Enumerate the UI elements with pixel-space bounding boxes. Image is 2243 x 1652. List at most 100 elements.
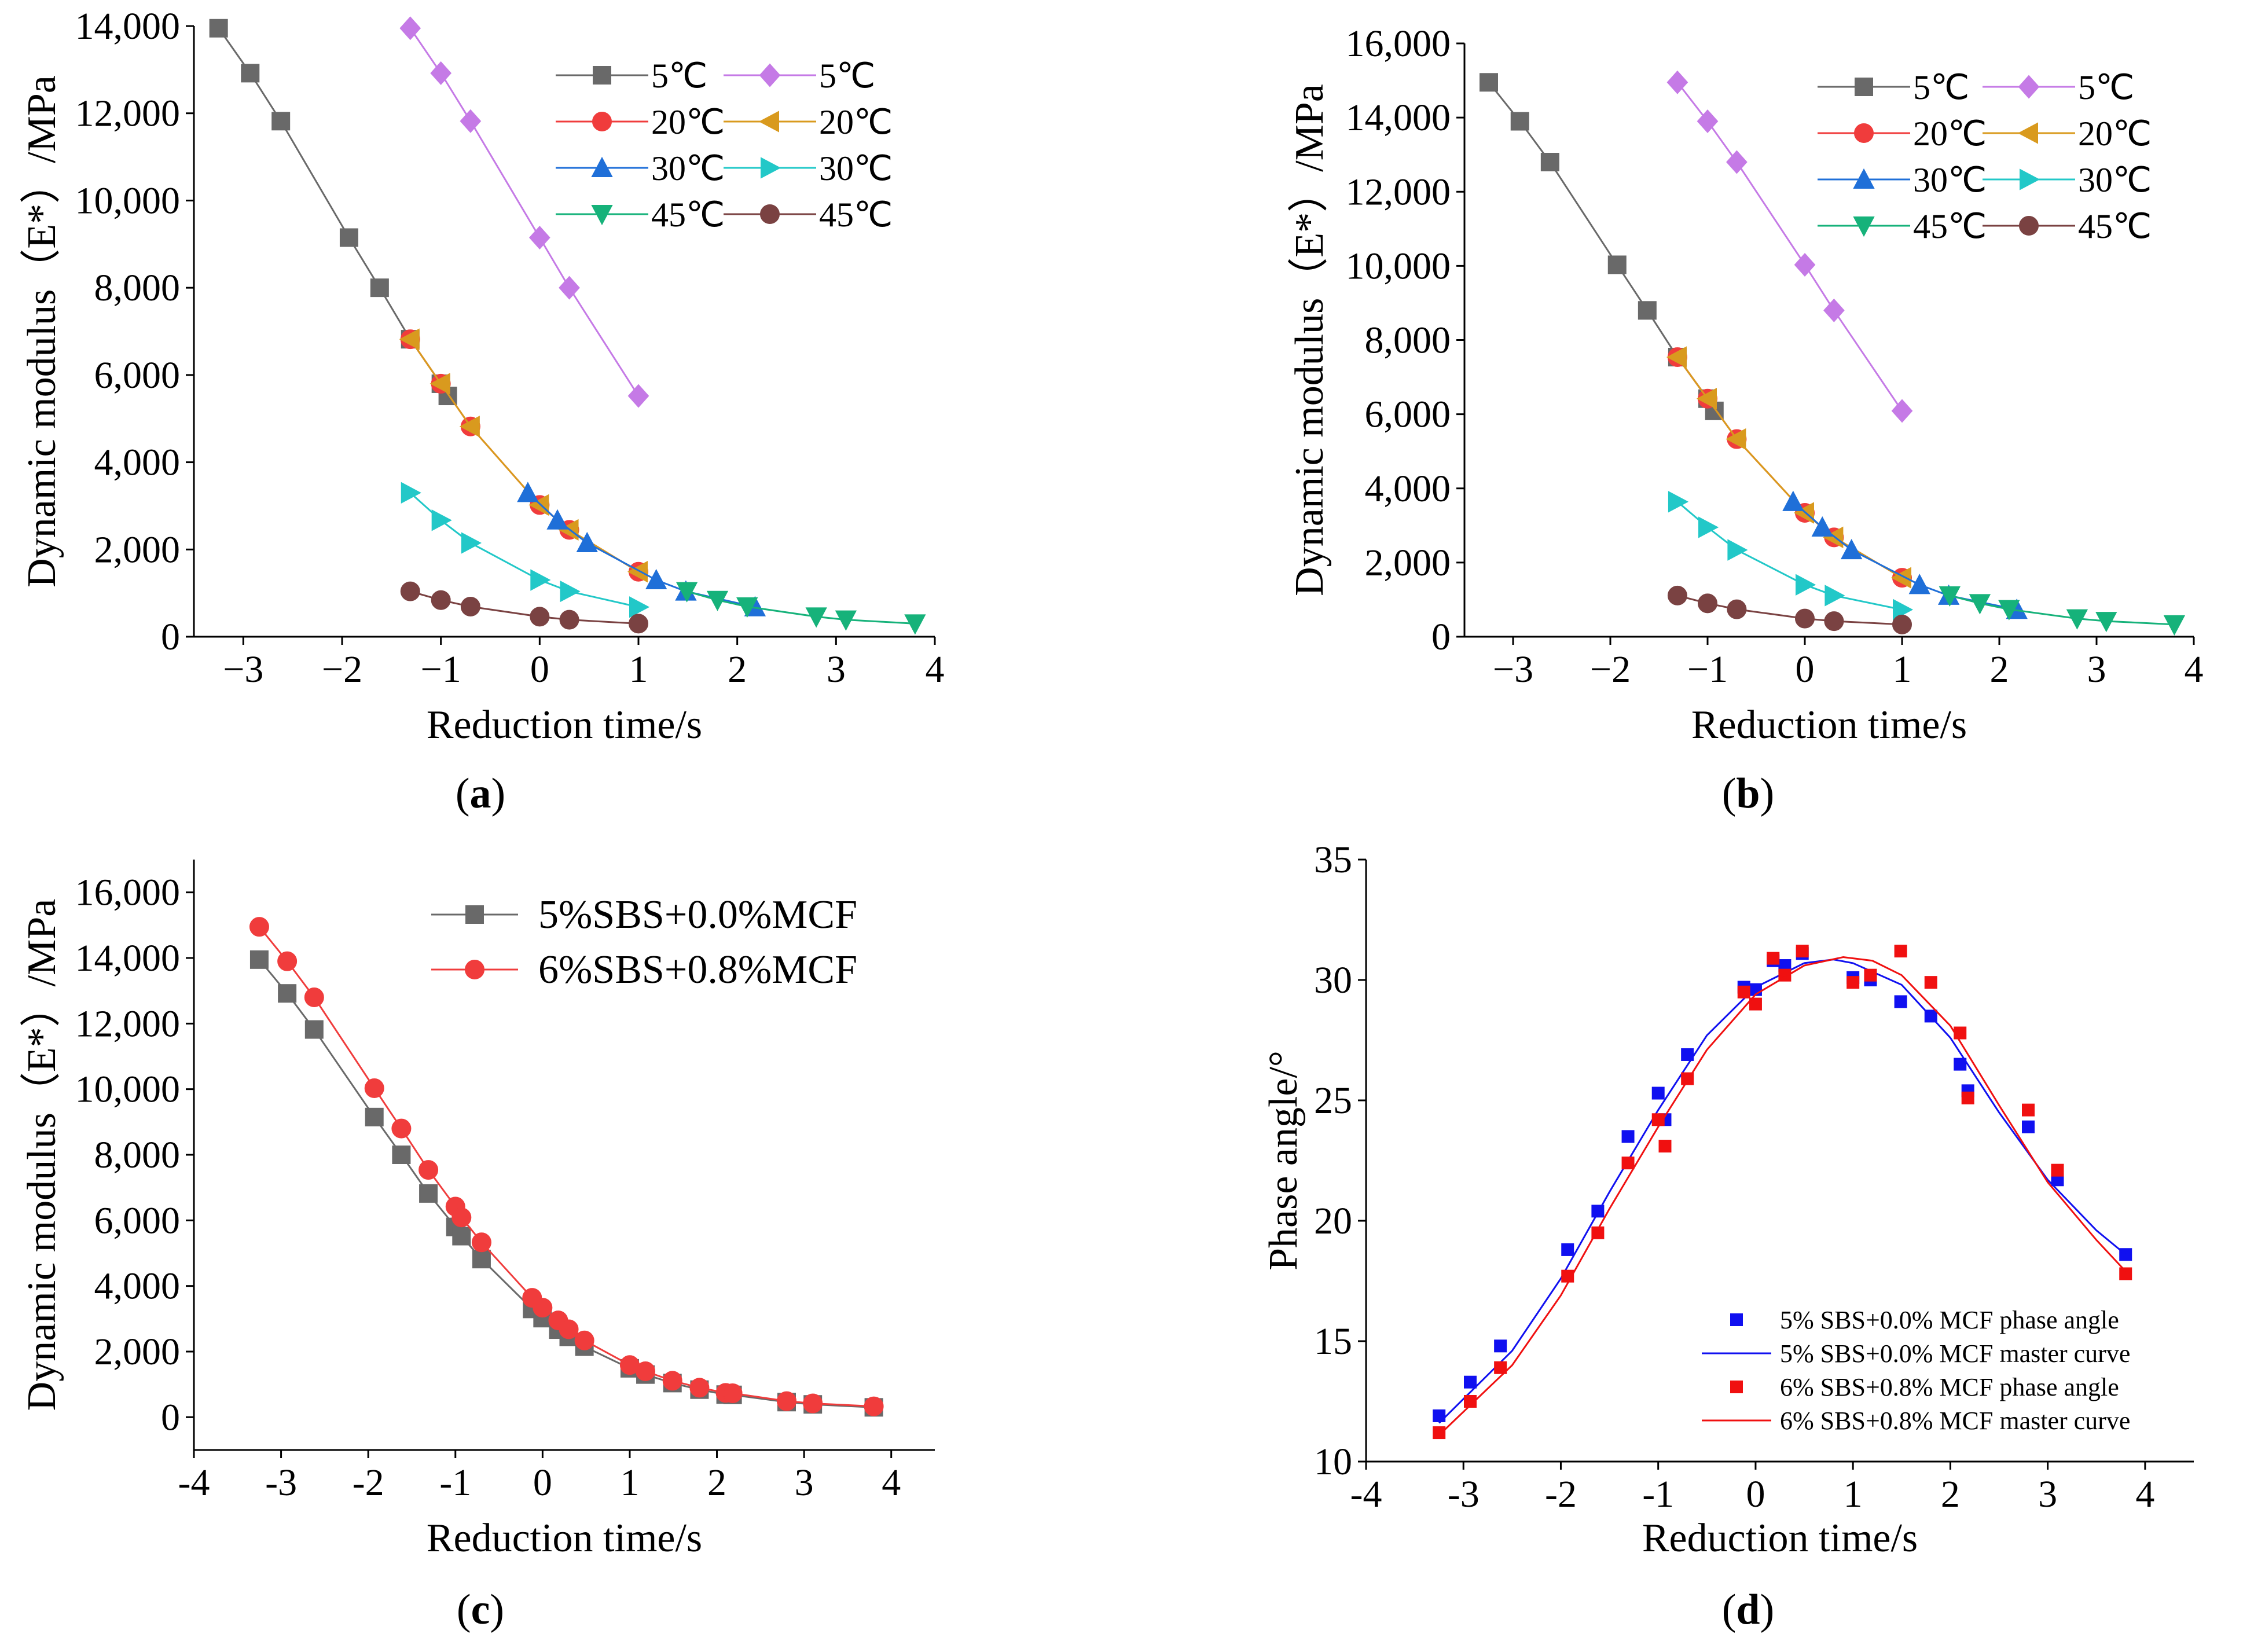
data-point <box>339 228 358 247</box>
data-point <box>1794 252 1816 277</box>
data-point <box>1561 1243 1574 1256</box>
series-3 <box>1438 956 2127 1436</box>
x-tick-label: -3 <box>265 1462 297 1504</box>
series-line <box>409 27 640 397</box>
data-point <box>1924 976 1937 989</box>
series-2 <box>400 329 648 582</box>
caption-close-paren: ) <box>491 770 506 817</box>
data-point <box>1666 70 1688 94</box>
data-point <box>2119 1267 2132 1280</box>
data-point <box>1846 976 1860 989</box>
x-tick-label: 4 <box>882 1462 901 1504</box>
legend-label: 5% SBS+0.0% MCF phase angle <box>1780 1306 2119 1334</box>
chart-panel-d: 10 15 20 25 30 35 -4 -3 -2 -1 0 1 2 3 4 Reduction time/… <box>1261 839 2194 1633</box>
legend-label: 45℃ <box>819 196 893 234</box>
y-tick-label: 12,000 <box>1346 171 1451 213</box>
legend-label: 45℃ <box>1913 207 1987 245</box>
caption-open-paren: ( <box>1722 770 1737 817</box>
series-3 <box>399 328 648 583</box>
series-7 <box>1667 585 1912 634</box>
y-tick-label: 4,000 <box>94 442 181 484</box>
y-axis-label: Dynamic modulus（E*）/MPa <box>20 75 64 588</box>
x-tick-label: 0 <box>530 648 549 691</box>
legend-marker <box>2017 122 2038 144</box>
x-tick-label: 0 <box>533 1462 552 1504</box>
y-tick-label: 2,000 <box>94 528 181 571</box>
data-point <box>546 509 568 530</box>
y-tick-label: 14,000 <box>1346 97 1451 139</box>
data-point <box>419 1160 439 1180</box>
data-point <box>1727 539 1748 561</box>
data-point <box>1890 567 1911 589</box>
panel-caption: (d) <box>1722 1586 1774 1633</box>
legend-label: 5℃ <box>1913 68 1969 107</box>
data-point <box>1668 491 1689 513</box>
x-tick-label: 4 <box>926 648 945 691</box>
data-point <box>1510 112 1529 131</box>
y-tick-label: 15 <box>1314 1320 1352 1363</box>
data-point <box>1666 346 1687 368</box>
data-point <box>574 1330 594 1350</box>
data-point <box>1696 388 1717 410</box>
legend-marker <box>593 66 611 85</box>
legend-marker <box>592 112 612 131</box>
series-2 <box>1433 945 2132 1440</box>
legend-marker <box>591 156 613 177</box>
series-2 <box>1667 347 1912 588</box>
data-point <box>461 532 482 554</box>
y-axis-label: Phase angle/° <box>1261 1051 1306 1271</box>
y-axis-label: Dynamic modulus（E*）/MPa <box>1287 84 1332 596</box>
chart-panel-c: 0 2,000 4,000 6,000 8,000 10,000 12,000 14,000 1… <box>20 860 935 1633</box>
y-tick-label: 12,000 <box>75 93 181 135</box>
y-axis-label: Dynamic modulus（E*）/MPa <box>20 899 64 1411</box>
x-tick-label: 1 <box>620 1462 639 1504</box>
data-point <box>706 590 729 611</box>
series-line <box>409 339 639 573</box>
legend-label: 30℃ <box>2078 161 2152 199</box>
data-point <box>1796 574 1816 596</box>
data-point <box>1494 1361 1507 1374</box>
data-point <box>392 1146 411 1164</box>
data-point <box>430 61 452 85</box>
data-point <box>271 112 291 131</box>
data-point <box>1726 150 1748 174</box>
legend-label: 5℃ <box>2078 68 2134 107</box>
data-point <box>662 1371 682 1391</box>
data-point <box>364 1078 384 1098</box>
data-point <box>559 276 580 300</box>
data-point <box>1894 945 1907 958</box>
data-point <box>249 917 269 937</box>
master-curve <box>1438 959 2127 1424</box>
legend-marker <box>1730 1381 1743 1393</box>
x-axis-label: Reduction time/s <box>1642 1516 1918 1561</box>
x-tick-label: 3 <box>795 1462 814 1504</box>
data-point <box>2066 609 2088 630</box>
data-point <box>2163 615 2186 636</box>
data-point <box>1824 611 1844 632</box>
data-point <box>431 509 452 531</box>
y-tick-label: 10,000 <box>1346 245 1451 287</box>
caption-close-paren: ) <box>490 1586 504 1633</box>
data-point <box>517 482 539 502</box>
x-tick-label: 1 <box>629 648 648 691</box>
y-tick-label: 10,000 <box>75 179 181 222</box>
legend-marker <box>1854 123 1874 143</box>
data-point <box>2051 1173 2064 1187</box>
legend-label: 45℃ <box>651 196 725 234</box>
data-point <box>1651 1086 1665 1100</box>
data-point <box>805 607 827 628</box>
data-point <box>864 1396 884 1416</box>
y-tick-label: 8,000 <box>1365 320 1451 362</box>
legend-label: 30℃ <box>651 149 725 188</box>
x-tick-label: 3 <box>2038 1473 2057 1515</box>
data-point <box>777 1391 796 1411</box>
data-point <box>209 19 228 38</box>
data-point <box>1840 538 1863 560</box>
y-tick-label: 10,000 <box>75 1069 181 1111</box>
data-point <box>676 582 698 603</box>
caption-letter: b <box>1736 770 1760 817</box>
data-point <box>636 1361 656 1381</box>
x-tick-label: -3 <box>1448 1473 1480 1515</box>
data-point <box>1823 298 1845 322</box>
series-5 <box>401 482 650 618</box>
